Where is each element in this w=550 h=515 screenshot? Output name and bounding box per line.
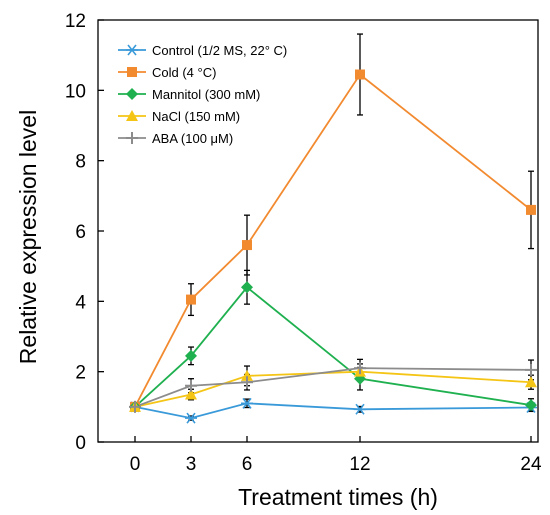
data-point-square — [526, 204, 536, 215]
data-point-triangle — [185, 388, 197, 400]
y-tick-label: 0 — [75, 433, 86, 454]
data-point-diamond — [185, 349, 197, 362]
data-point-plus — [126, 132, 138, 144]
data-point-plus — [185, 379, 197, 392]
data-point-plus — [525, 363, 537, 376]
data-point-square — [127, 67, 137, 77]
data-point-plus — [354, 362, 366, 375]
legend-item: Cold (4 °C) — [118, 65, 216, 80]
series-line — [134, 402, 532, 420]
data-point-diamond — [241, 281, 253, 294]
data-point-triangle — [126, 110, 138, 121]
legend-label: Cold (4 °C) — [152, 65, 216, 80]
data-point-square — [355, 69, 365, 80]
y-tick-label: 12 — [65, 11, 86, 32]
y-tick-label: 2 — [75, 363, 86, 384]
data-point-square — [242, 240, 252, 251]
x-tick-label: 24 — [520, 454, 542, 475]
series-line — [134, 370, 532, 408]
ast-d2 — [186, 412, 196, 424]
x-tick-label: 6 — [242, 454, 253, 475]
data-point-asterisk — [185, 412, 197, 424]
data-point-asterisk — [126, 44, 138, 56]
legend-item: ABA (100 μM) — [118, 131, 233, 146]
data-point-asterisk — [241, 397, 253, 409]
x-tick-label: 0 — [130, 454, 141, 475]
series-lines — [134, 73, 532, 420]
x-tick-label: 12 — [349, 454, 370, 475]
series-line — [134, 286, 532, 408]
data-point-plus — [241, 376, 253, 389]
series-line — [134, 367, 532, 408]
data-point-asterisk — [354, 403, 366, 415]
legend-label: Control (1/2 MS, 22° C) — [152, 43, 287, 58]
ast-d2 — [127, 44, 137, 56]
data-point-triangle — [241, 369, 253, 381]
y-tick-label: 4 — [75, 292, 86, 313]
data-point-triangle — [525, 376, 537, 388]
series-markers — [129, 69, 537, 424]
data-point-plus — [129, 400, 141, 413]
legend-item: Mannitol (300 mM) — [118, 87, 260, 102]
ast-d2 — [242, 397, 252, 409]
x-tick-label: 3 — [186, 454, 197, 475]
legend-label: ABA (100 μM) — [152, 131, 233, 146]
legend-label: Mannitol (300 mM) — [152, 87, 260, 102]
data-point-diamond — [525, 399, 537, 412]
y-axis-title: Relative expression level — [15, 110, 41, 364]
legend-item: Control (1/2 MS, 22° C) — [118, 43, 287, 58]
legend-item: NaCl (150 mM) — [118, 109, 240, 124]
y-tick-label: 6 — [75, 222, 86, 243]
chart-legend: Control (1/2 MS, 22° C) Cold (4 °C) Mannit… — [118, 43, 287, 146]
y-tick-label: 8 — [75, 152, 86, 173]
data-point-square — [186, 294, 196, 305]
y-tick-label: 10 — [65, 81, 86, 102]
legend-label: NaCl (150 mM) — [152, 109, 240, 124]
data-point-diamond — [126, 88, 138, 100]
ast-d2 — [355, 403, 365, 415]
x-axis-title: Treatment times (h) — [238, 484, 438, 510]
